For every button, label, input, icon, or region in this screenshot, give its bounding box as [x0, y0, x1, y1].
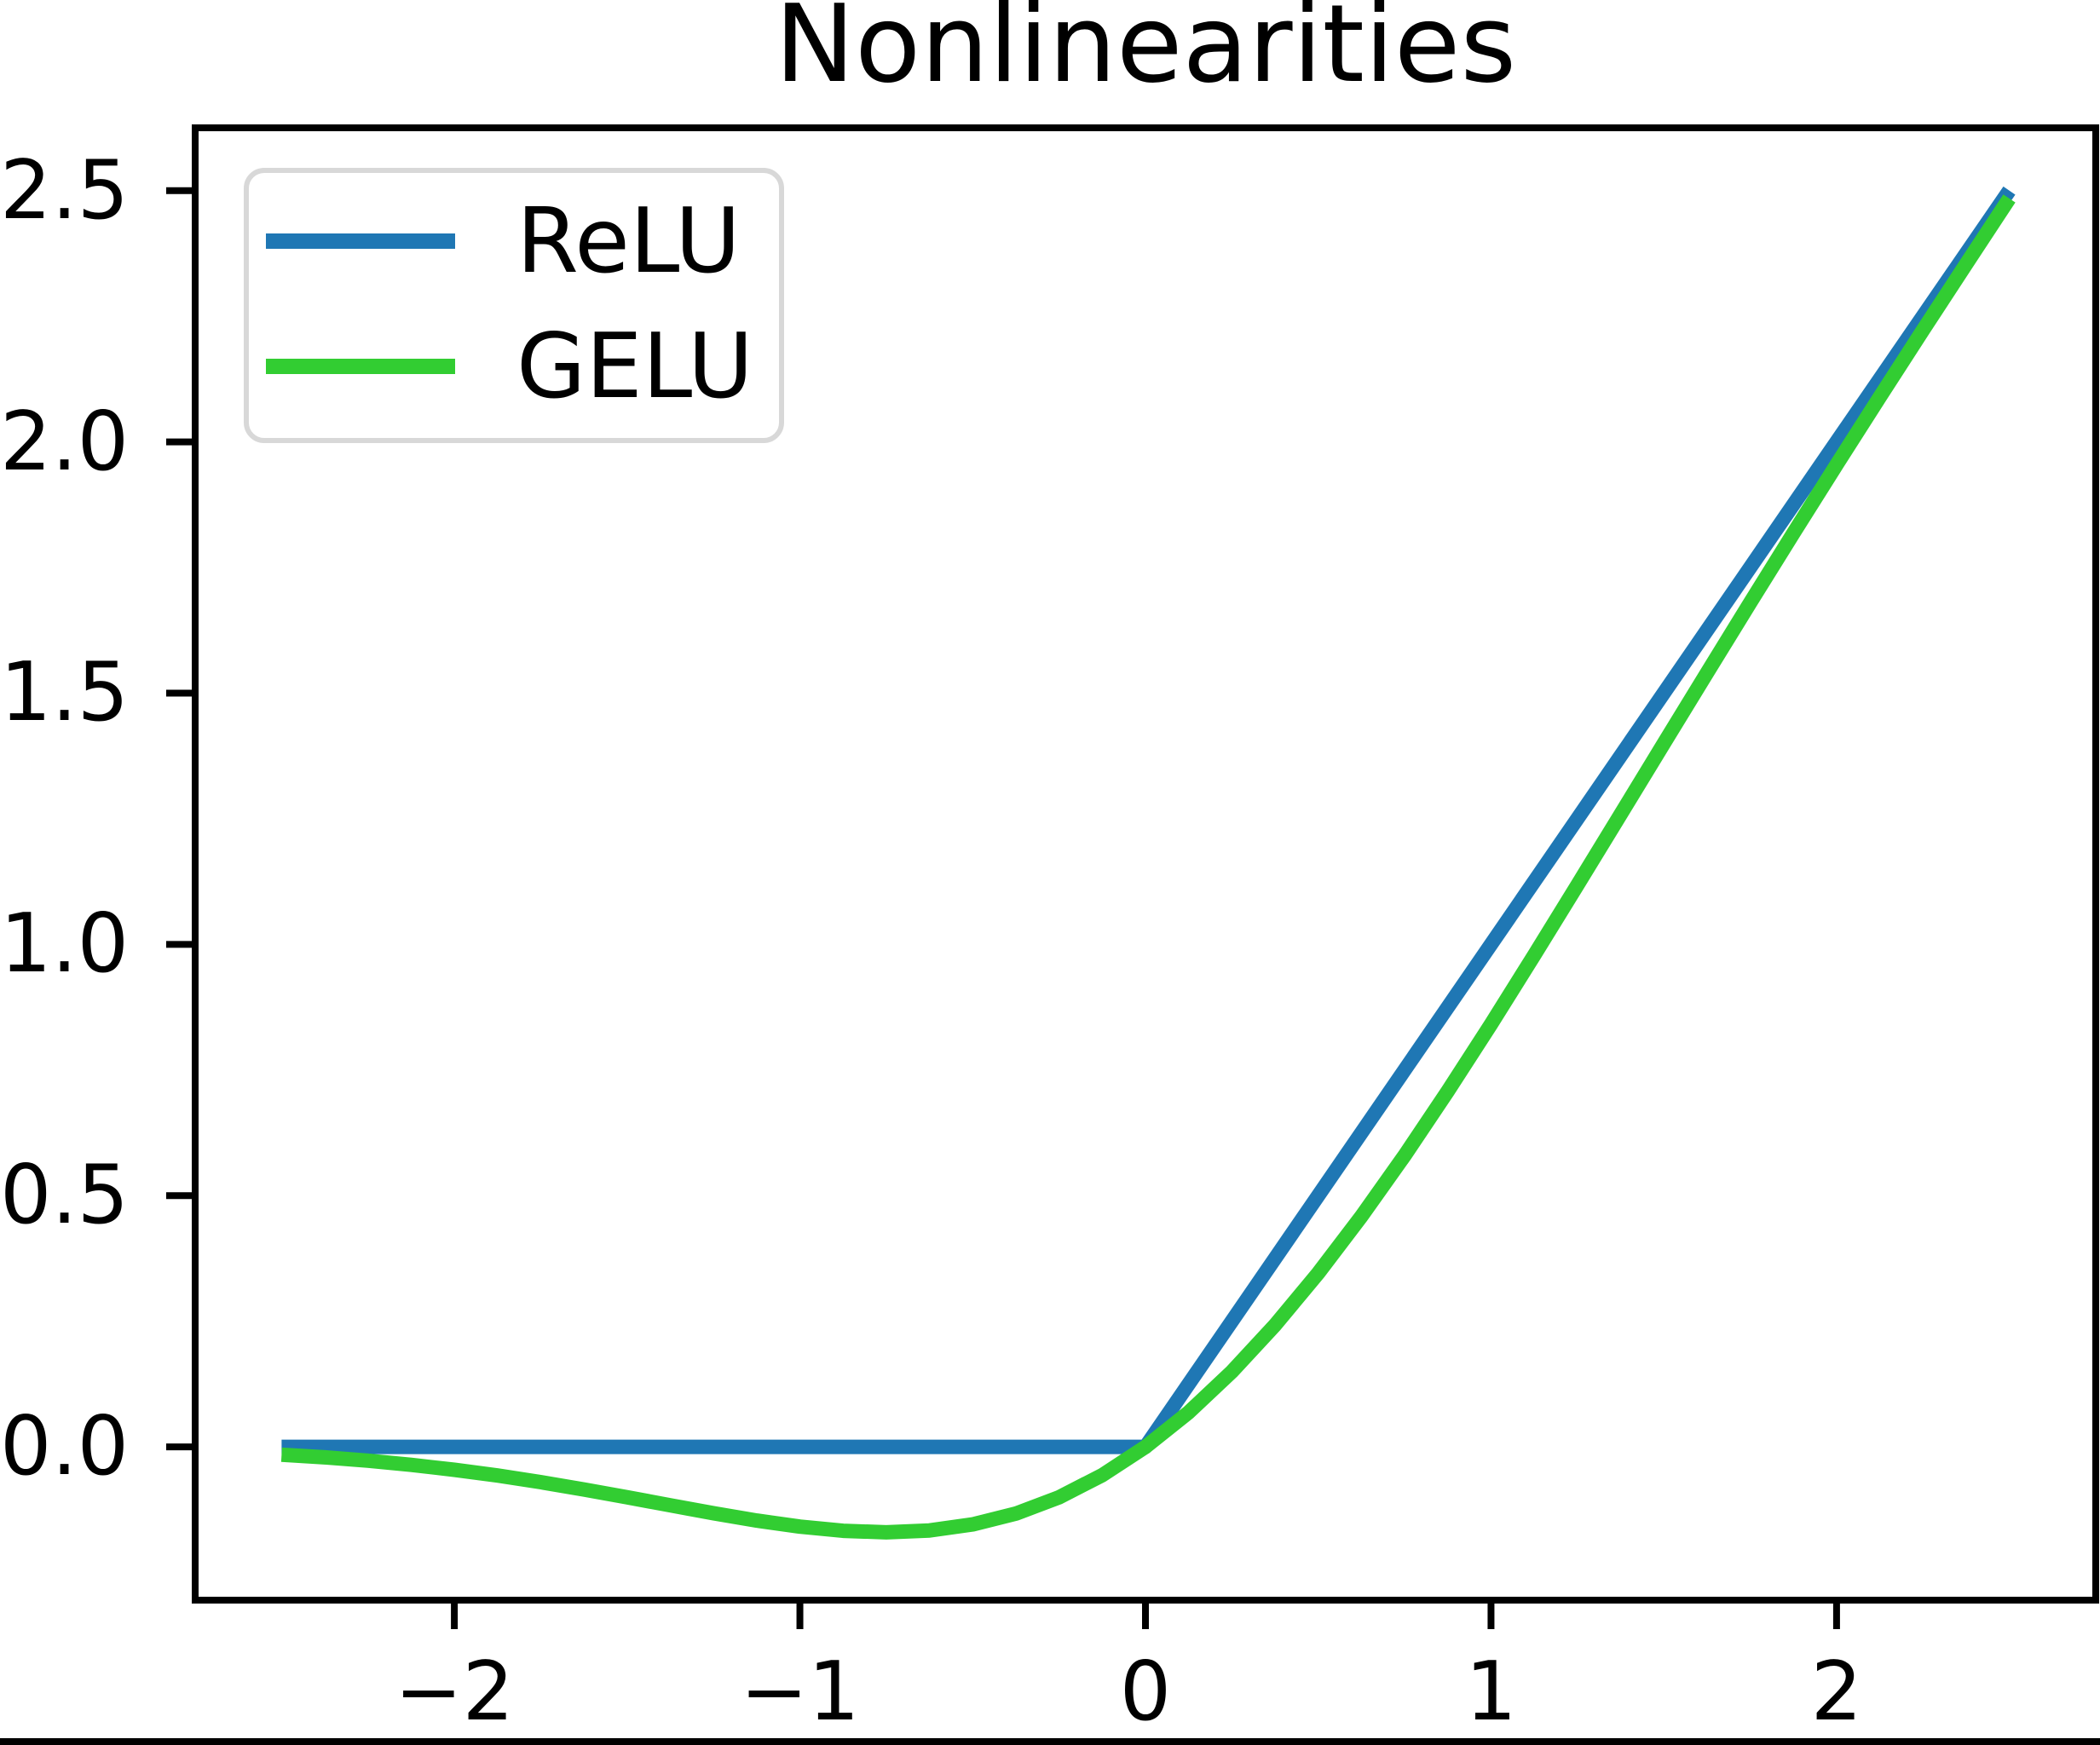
- legend: ReLU GELU: [244, 168, 784, 443]
- y-tick-label: 1.0: [0, 897, 130, 992]
- chart-title: Nonlinearities: [774, 0, 1517, 107]
- x-tick-label: 1: [1465, 1645, 1517, 1739]
- x-tick-label: −1: [740, 1645, 860, 1739]
- gelu-line-swatch: [266, 359, 455, 374]
- relu-line-swatch: [266, 233, 455, 249]
- legend-entry-relu: ReLU: [249, 193, 779, 289]
- y-tick-label: 0.0: [0, 1400, 130, 1494]
- legend-label-relu: ReLU: [516, 188, 741, 293]
- y-tick-label: 1.5: [0, 646, 130, 740]
- legend-entry-gelu: GELU: [249, 319, 779, 414]
- x-tick-label: 0: [1119, 1645, 1172, 1739]
- y-tick-label: 2.0: [0, 394, 130, 489]
- gelu-curve: [280, 194, 2016, 1540]
- x-tick-label: −2: [395, 1645, 515, 1739]
- y-tick-label: 0.5: [0, 1149, 130, 1243]
- x-tick-label: 2: [1810, 1645, 1863, 1739]
- y-tick-label: 2.5: [0, 143, 130, 238]
- legend-label-gelu: GELU: [516, 314, 753, 418]
- bottom-border-bar: [0, 1738, 2100, 1745]
